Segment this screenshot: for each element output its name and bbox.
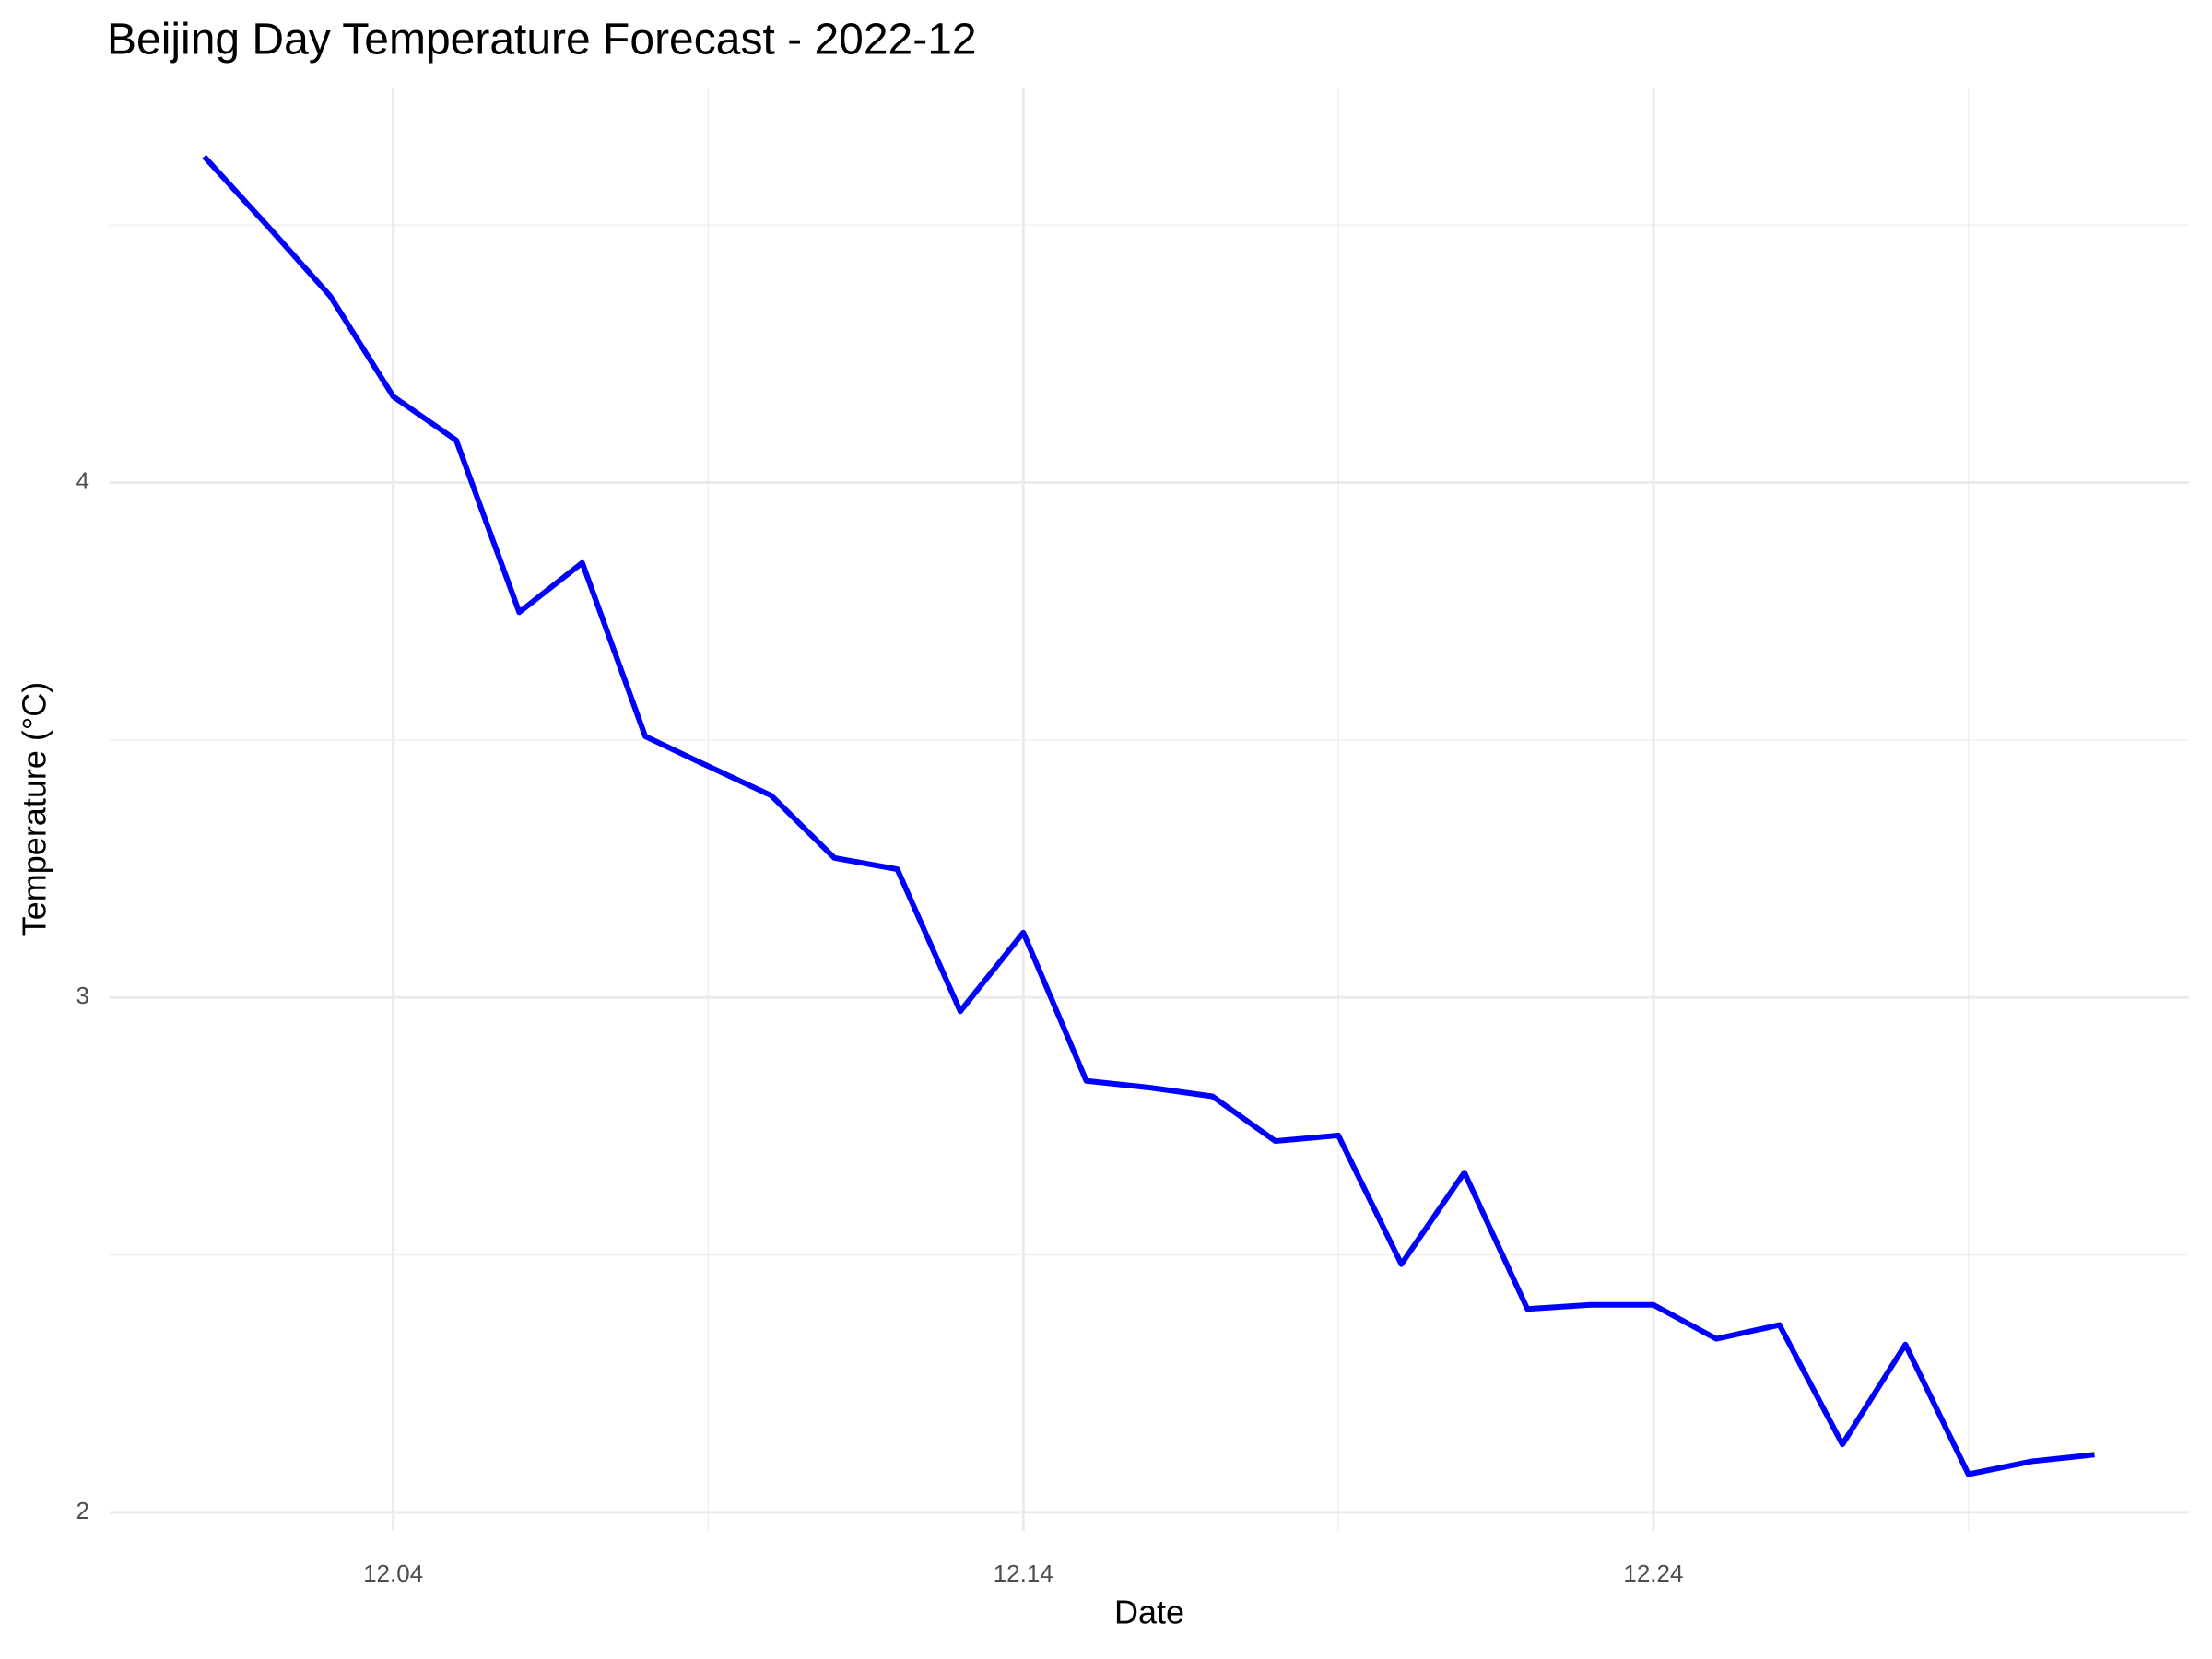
x-axis-title: Date [1114,1594,1184,1631]
y-tick-label: 3 [76,982,89,1009]
y-axis-title: Temperature (°C) [16,682,53,936]
y-tick-label: 2 [76,1497,89,1524]
x-tick-label: 12.24 [1623,1559,1683,1587]
x-tick-label: 12.04 [363,1559,423,1587]
chart-title: Beijing Day Temperature Forecast - 2022-… [107,16,977,65]
y-tick-label: 4 [76,466,89,494]
line [202,154,2095,1477]
x-tick-label: 12.14 [994,1559,1053,1587]
